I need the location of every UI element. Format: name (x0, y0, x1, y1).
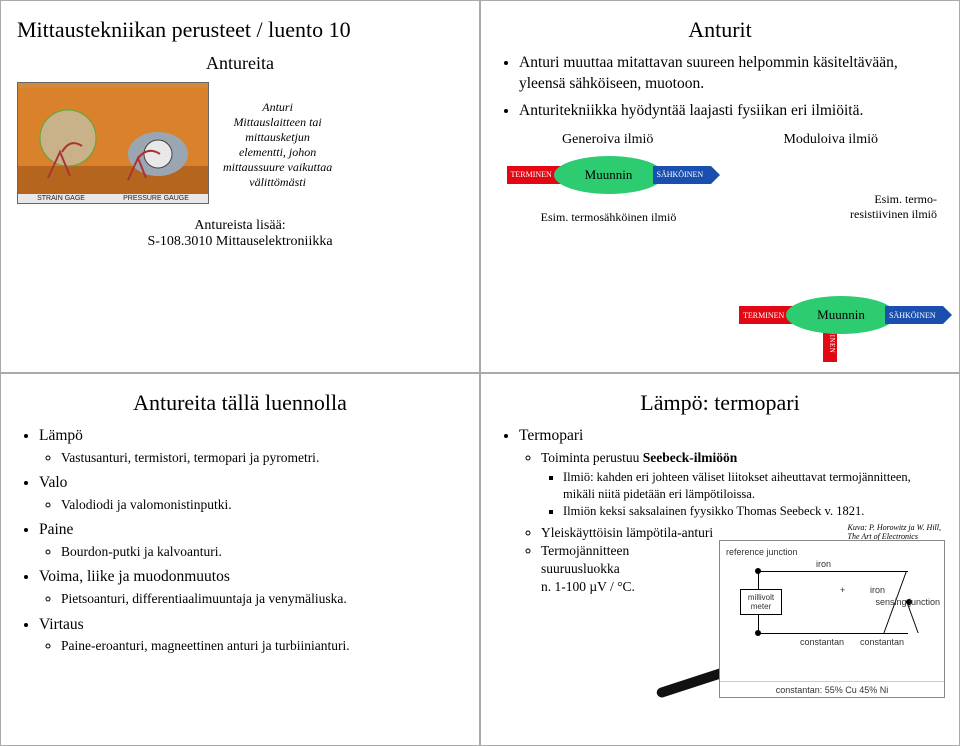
modulating-diagram: TERMINEN Muunnin SÄHKÖINEN (751, 288, 931, 336)
slide-3: Antureita tällä luennolla Lämpö Vastusan… (0, 373, 480, 746)
image-credit: Kuva: P. Horowitz ja W. Hill, The Art of… (848, 524, 942, 542)
lbl-iron-1: iron (816, 559, 831, 569)
lbl-const-1: constantan (800, 637, 844, 647)
slide-1: Mittaustekniikan perusteet / luento 10 A… (0, 0, 480, 373)
lbl-sense-t: sensing junction (875, 597, 940, 607)
s3-i2s: Valodiodi ja valomonistinputki. (61, 496, 463, 514)
slide-2-bullets: Anturi muuttaa mitattavan suureen helpom… (497, 53, 943, 122)
converter-oval-2: Muunnin (786, 296, 896, 334)
lbl-plus: + (840, 585, 845, 595)
s4-s1a: Ilmiö: kahden eri johteen väliset liitok… (563, 469, 943, 503)
def-l5: mittaussuure vaikuttaa (223, 160, 332, 175)
sensor-cartoon: STRAIN GAGE PRESSURE GAUGE (17, 82, 209, 204)
generating-diagram: TERMINEN Muunnin SÄHKÖINEN (519, 156, 699, 196)
credit-1: Kuva: P. Horowitz ja W. Hill, (848, 523, 942, 532)
lbl-note: constantan: 55% Cu 45% Ni (720, 681, 944, 695)
converter-oval-1: Muunnin (554, 156, 664, 194)
lbl-iron-2: iron (870, 585, 885, 595)
sensor-definition: Anturi Mittauslaitteen tai mittausketjun… (223, 82, 332, 204)
s2-b1: Anturi muuttaa mitattavan suureen helpom… (519, 53, 943, 95)
s4-s1: Toiminta perustuu Seebeck-ilmiöön Ilmiö:… (541, 449, 943, 520)
s3-i3s: Bourdon-putki ja kalvoanturi. (61, 543, 463, 561)
s3-i1s: Vastusanturi, termistori, termopari ja p… (61, 449, 463, 467)
def-l2: Mittauslaitteen tai (223, 115, 332, 130)
s3-i5: Virtaus Paine-eroanturi, magneettinen an… (39, 615, 463, 656)
slide-3-title: Antureita tällä luennolla (17, 390, 463, 416)
s4-i1-t: Termopari (519, 427, 583, 444)
arrow-electric-2: SÄHKÖINEN (885, 306, 943, 324)
s3-i5-t: Virtaus (39, 616, 84, 633)
slide-1-title: Mittaustekniikan perusteet / luento 10 (17, 17, 463, 43)
cartoon-svg (18, 88, 208, 194)
more-info: Antureista lisää: S-108.3010 Mittauselek… (17, 218, 463, 250)
lbl-sense: sensing junction (875, 597, 940, 607)
thermocouple-diagram: millivolt meter iron iron constantan con… (719, 540, 945, 698)
slide-4-title: Lämpö: termopari (497, 390, 943, 416)
ex2a: Esim. termo- (874, 192, 937, 206)
s3-i3-t: Paine (39, 521, 73, 538)
def-l3: mittausketjun (223, 130, 332, 145)
slide-3-list: Lämpö Vastusanturi, termistori, termopar… (17, 426, 463, 656)
s3-i2-t: Valo (39, 474, 67, 491)
s2-b2: Anturitekniikka hyödyntää laajasti fysii… (519, 101, 943, 122)
example-1: Esim. termosähköinen ilmiö (497, 210, 720, 225)
slide-2-title: Anturit (497, 17, 943, 43)
col2-title: Moduloiva ilmiö (783, 132, 878, 148)
slide-1-row: STRAIN GAGE PRESSURE GAUGE Anturi Mittau… (17, 82, 463, 204)
gauge-label-1: STRAIN GAGE (37, 195, 85, 202)
s3-i1: Lämpö Vastusanturi, termistori, termopar… (39, 426, 463, 467)
meter-l1: millivolt (743, 593, 779, 602)
def-l4: elementti, johon (223, 145, 332, 160)
diagram-headers: Generoiva ilmiö Moduloiva ilmiö (497, 132, 943, 148)
s3-i1-t: Lämpö (39, 427, 83, 444)
lbl-const-2: constantan (860, 637, 904, 647)
s4-s3b: suuruusluokka (541, 561, 620, 576)
s4-s3a: Termojännitteen (541, 543, 629, 558)
slide-1-subtitle: Antureita (17, 53, 463, 74)
def-l1: Anturi (223, 100, 332, 115)
more-l1: Antureista lisää: (17, 218, 463, 234)
meter-l2: meter (743, 602, 779, 611)
s4-s1b: Ilmiön keksi saksalainen fyysikko Thomas… (563, 503, 943, 520)
arrow-electric-1: SÄHKÖINEN (653, 166, 711, 184)
s4-s3c: n. 1-100 µV / °C. (541, 579, 635, 594)
s4-s1-text: Toiminta perustuu Seebeck-ilmiöön (541, 450, 737, 465)
gauge-label-2: PRESSURE GAUGE (123, 195, 189, 202)
s3-i3: Paine Bourdon-putki ja kalvoanturi. (39, 520, 463, 561)
ex2b: resistiivinen ilmiö (850, 207, 937, 221)
s3-i4s: Pietsoanturi, differentiaalimuuntaja ja … (61, 590, 463, 608)
example-2: Esim. termo- resistiivinen ilmiö (720, 192, 943, 222)
s3-i5s: Paine-eroanturi, magneettinen anturi ja … (61, 637, 463, 655)
slide-4: Lämpö: termopari Termopari Toiminta peru… (480, 373, 960, 746)
s3-i2: Valo Valodiodi ja valomonistinputki. (39, 473, 463, 514)
col1-title: Generoiva ilmiö (562, 132, 653, 148)
s3-i4: Voima, liike ja muodonmuutos Pietsoantur… (39, 567, 463, 608)
s3-i4-t: Voima, liike ja muodonmuutos (39, 568, 230, 585)
more-l2: S-108.3010 Mittauselektroniikka (17, 234, 463, 250)
slide-2: Anturit Anturi muuttaa mitattavan suuree… (480, 0, 960, 373)
def-l6: välittömästi (223, 175, 332, 190)
lbl-ref: reference junction (726, 547, 798, 557)
